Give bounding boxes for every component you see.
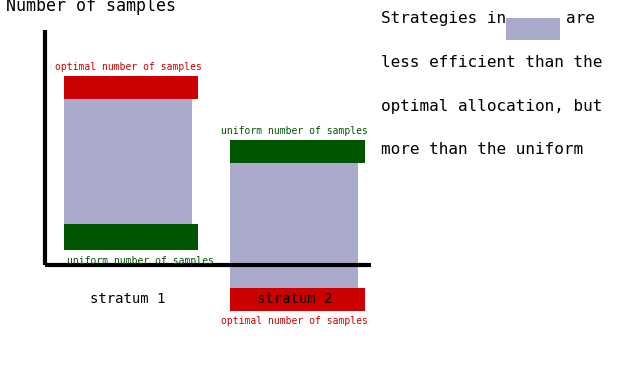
Text: Strategies in: Strategies in: [381, 11, 506, 27]
Text: optimal allocation, but: optimal allocation, but: [381, 99, 602, 114]
Bar: [64, 224, 198, 250]
Text: uniform number of samples: uniform number of samples: [221, 127, 368, 136]
Text: are: are: [566, 11, 595, 27]
Bar: [506, 18, 560, 40]
Text: less efficient than the: less efficient than the: [381, 55, 602, 70]
Text: Number of samples: Number of samples: [6, 0, 177, 15]
Text: stratum 1: stratum 1: [90, 292, 166, 306]
Text: uniform number of samples: uniform number of samples: [67, 256, 214, 266]
Text: optimal number of samples: optimal number of samples: [221, 316, 368, 326]
Bar: [230, 152, 358, 296]
Bar: [230, 140, 365, 163]
Bar: [230, 288, 365, 311]
Bar: [64, 83, 192, 243]
Bar: [64, 76, 198, 99]
Text: optimal number of samples: optimal number of samples: [54, 62, 202, 72]
Text: more than the uniform: more than the uniform: [381, 142, 583, 157]
Text: stratum 2: stratum 2: [257, 292, 332, 306]
